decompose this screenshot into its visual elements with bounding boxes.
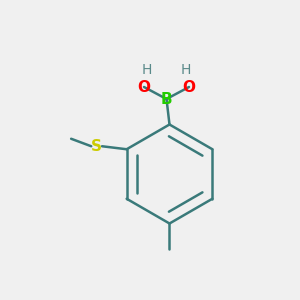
Text: B: B: [161, 92, 172, 106]
Text: S: S: [91, 139, 102, 154]
Text: H: H: [181, 64, 191, 77]
Text: H: H: [142, 64, 152, 77]
Text: O: O: [182, 80, 196, 94]
Text: O: O: [137, 80, 151, 94]
